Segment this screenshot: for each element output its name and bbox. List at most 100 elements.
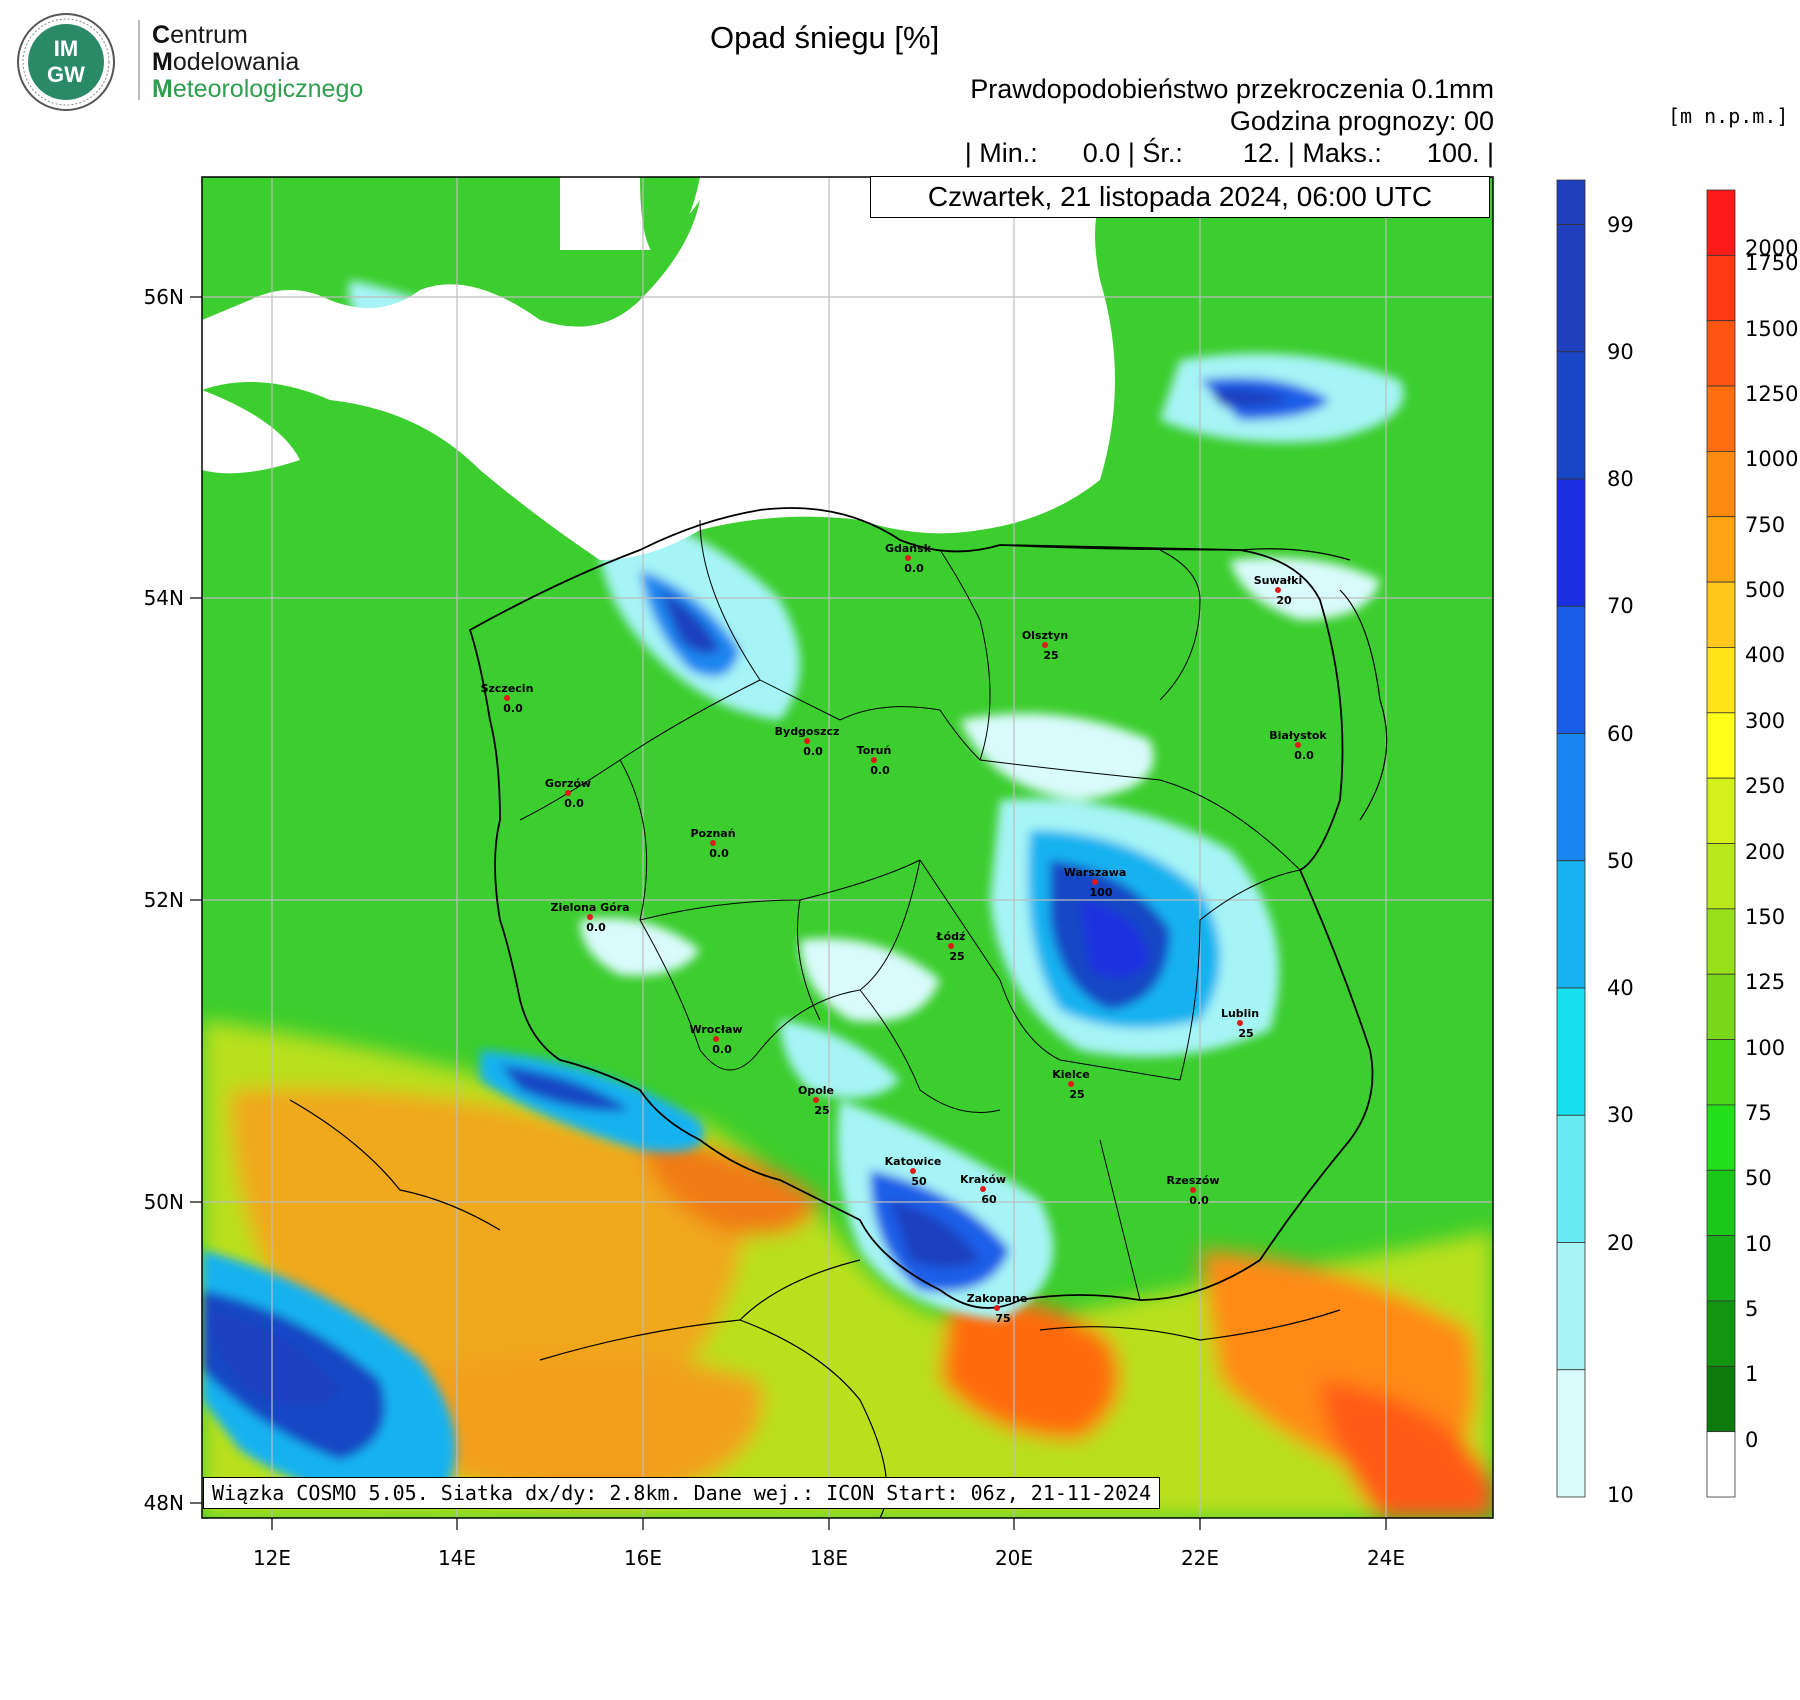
lat-label-52: 52N	[143, 888, 184, 912]
city-name-label: Suwałki	[1253, 574, 1303, 587]
snow-colorbar-label: 80	[1607, 467, 1634, 492]
lat-label-48: 48N	[143, 1491, 184, 1515]
lon-label-22: 22E	[1180, 1546, 1220, 1570]
valid-date-box: Czwartek, 21 listopada 2024, 06:00 UTC	[870, 176, 1490, 218]
city-dot	[1092, 879, 1098, 885]
city-name-label: Gdańsk	[884, 542, 932, 555]
city-dot	[1190, 1187, 1196, 1193]
lat-label-56: 56N	[143, 285, 184, 309]
snow-colorbar-segment	[1556, 1369, 1586, 1498]
elevation-colorbar-segment	[1706, 1235, 1736, 1302]
city-dot	[1237, 1020, 1243, 1026]
snow-colorbar-segment	[1556, 987, 1586, 1116]
snow-colorbar-segment	[1556, 1242, 1586, 1371]
city-value-label: 20	[1276, 594, 1292, 607]
city-value-label: 100	[1089, 886, 1113, 899]
city-name-label: Gorzów	[544, 777, 592, 790]
city-name-label: Kraków	[959, 1173, 1007, 1186]
city-value-label: 25	[949, 950, 965, 963]
elevation-colorbar-segment	[1706, 1431, 1736, 1498]
snow-colorbar-segment	[1556, 605, 1586, 734]
lon-label-20: 20E	[994, 1546, 1034, 1570]
snow-colorbar-label: 50	[1607, 848, 1634, 873]
elevation-colorbar-segment	[1706, 516, 1736, 583]
snow-colorbar-segment	[1556, 733, 1586, 862]
lon-label-18: 18E	[809, 1546, 849, 1570]
city-dot	[905, 555, 911, 561]
lon-label-12: 12E	[252, 1546, 292, 1570]
logo-line-2: Modelowania	[152, 48, 300, 76]
city-name-label: Zielona Góra	[550, 901, 630, 914]
city-name-label: Łódź	[936, 930, 966, 943]
snow-colorbar	[1556, 179, 1586, 1498]
elevation-colorbar-label: 1000	[1745, 447, 1799, 472]
stats-line: | Min.: 0.0 | Śr.: 12. | Maks.: 100. |	[964, 138, 1494, 168]
snow-colorbar-segment	[1556, 1114, 1586, 1243]
logo-badge-top: IM	[54, 36, 78, 61]
elevation-colorbar-label: 2000	[1745, 236, 1799, 260]
city-dot	[871, 757, 877, 763]
snow-colorbar-segment	[1556, 478, 1586, 607]
logo-line-3: Meteorologicznego	[152, 75, 364, 103]
snow-colorbar-label: 60	[1607, 721, 1634, 746]
elevation-colorbar-segment	[1706, 581, 1736, 648]
elevation-colorbar-segment	[1706, 712, 1736, 779]
snow-colorbar-segment	[1556, 224, 1586, 353]
city-value-label: 25	[1043, 649, 1059, 662]
city-name-label: Olsztyn	[1021, 629, 1069, 642]
elevation-colorbar-label: 300	[1745, 708, 1786, 733]
elevation-colorbar-segment	[1706, 1039, 1736, 1106]
elevation-colorbar-segment	[1706, 189, 1736, 256]
city-value-label: 25	[814, 1104, 830, 1117]
city-value-label: 0.0	[1294, 749, 1314, 762]
elevation-colorbar-segment	[1706, 1169, 1736, 1236]
city-value-label: 0.0	[870, 764, 890, 777]
city-dot	[713, 1036, 719, 1042]
snow-colorbar-label: 99	[1607, 212, 1634, 237]
city-markers	[504, 555, 1301, 1311]
voivodeship-borders	[519, 519, 1301, 1301]
baltic-sea	[202, 200, 1115, 560]
snow-colorbar-label: 70	[1607, 594, 1634, 619]
snow-colorbar-label: 30	[1607, 1103, 1634, 1128]
city-name-label: Białystok	[1269, 729, 1327, 742]
city-name-label: Rzeszów	[1166, 1174, 1220, 1187]
land-scandinavia	[640, 177, 700, 260]
city-dot	[994, 1305, 1000, 1311]
elevation-unit: [m n.p.m.]	[1668, 104, 1789, 128]
city-dot	[710, 840, 716, 846]
logo-line-1: Centrum	[152, 21, 248, 49]
city-name-label: Zakopane	[966, 1292, 1028, 1305]
elevation-colorbar-segment	[1706, 1365, 1736, 1433]
elevation-colorbar-segment	[1706, 450, 1736, 518]
city-name-label: Kielce	[1052, 1068, 1090, 1081]
elevation-colorbar-label: 200	[1745, 839, 1786, 864]
city-dot	[504, 695, 510, 701]
elevation-colorbar	[1706, 189, 1736, 1498]
elevation-colorbar-label: 100	[1745, 1035, 1786, 1060]
city-dot	[813, 1097, 819, 1103]
snow-colorbar-label: 10	[1607, 1483, 1634, 1507]
city-value-label: 0.0	[564, 797, 584, 810]
lat-label-50: 50N	[143, 1190, 184, 1214]
city-value-label: 25	[1069, 1088, 1085, 1101]
elevation-colorbar-segment	[1706, 777, 1736, 844]
subtitle-forecast-hour: Godzina prognozy: 00	[1229, 106, 1494, 136]
city-dot	[1295, 742, 1301, 748]
city-value-label: 0.0	[1189, 1194, 1209, 1207]
lon-label-16: 16E	[623, 1546, 663, 1570]
city-dot	[1042, 642, 1048, 648]
elevation-colorbar-label: 750	[1745, 512, 1786, 537]
elevation-colorbar-segment	[1706, 320, 1736, 387]
city-name-label: Poznań	[690, 827, 736, 840]
city-name-label: Wrocław	[689, 1023, 743, 1036]
map-frame	[201, 176, 1494, 1519]
elevation-colorbar-segment	[1706, 385, 1736, 452]
logo-badge-bottom: GW	[47, 62, 85, 87]
elevation-colorbar-label: 400	[1745, 643, 1786, 668]
elevation-colorbar-segment	[1706, 973, 1736, 1040]
neighbor-borders	[289, 544, 1388, 1518]
city-name-label: Lublin	[1220, 1007, 1260, 1020]
elevation-colorbar-label: 5	[1745, 1296, 1759, 1321]
